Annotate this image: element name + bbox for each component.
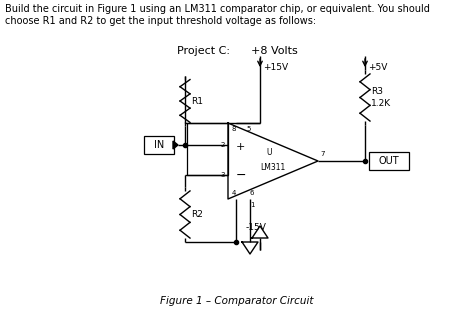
- Text: +15V: +15V: [263, 63, 288, 72]
- Text: U: U: [266, 148, 272, 157]
- Text: 4: 4: [232, 190, 237, 196]
- Text: IN: IN: [154, 140, 164, 150]
- Bar: [187, 123, 228, 175]
- Text: 3: 3: [220, 172, 225, 178]
- Text: choose R1 and R2 to get the input threshold voltage as follows:: choose R1 and R2 to get the input thresh…: [5, 16, 316, 26]
- Text: 5: 5: [246, 126, 250, 132]
- Text: +: +: [236, 142, 246, 152]
- Polygon shape: [173, 141, 178, 149]
- Text: −: −: [236, 168, 246, 181]
- Text: -15V: -15V: [246, 223, 266, 232]
- Text: R3
1.2K: R3 1.2K: [371, 87, 391, 108]
- Text: 7: 7: [320, 151, 325, 157]
- FancyBboxPatch shape: [144, 136, 174, 154]
- Text: 1: 1: [250, 202, 255, 208]
- Text: 2: 2: [220, 142, 225, 148]
- Text: Project C:      +8 Volts: Project C: +8 Volts: [177, 46, 297, 56]
- FancyBboxPatch shape: [369, 152, 409, 170]
- Text: +5V: +5V: [368, 63, 387, 72]
- Text: Build the circuit in Figure 1 using an LM311 comparator chip, or equivalent. You: Build the circuit in Figure 1 using an L…: [5, 4, 430, 14]
- Text: 8: 8: [232, 126, 237, 132]
- Text: R1: R1: [191, 97, 203, 106]
- Text: 6: 6: [250, 190, 255, 196]
- Text: OUT: OUT: [379, 156, 399, 166]
- Text: R2: R2: [191, 210, 203, 219]
- Text: LM311: LM311: [260, 163, 285, 172]
- Text: Figure 1 – Comparator Circuit: Figure 1 – Comparator Circuit: [160, 296, 314, 306]
